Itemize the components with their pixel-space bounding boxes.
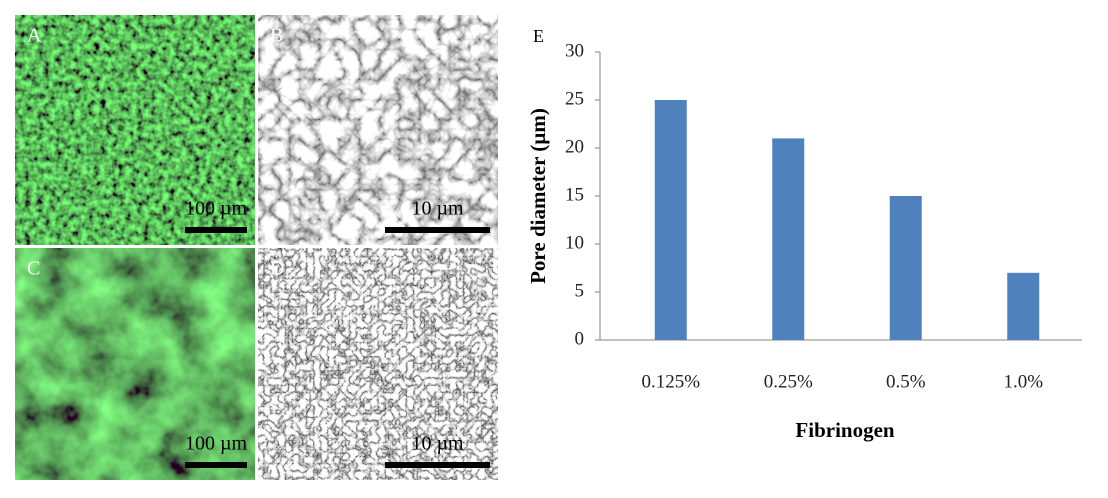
panel-label: A [27, 25, 42, 47]
bar [1007, 272, 1040, 340]
scale-bar-label: 10 µm [411, 433, 464, 455]
bar-chart: E Fibrinogen Pore diameter (µm) 0 5 10 15 20… [526, 26, 1082, 442]
scale-bar-label: 100 µm [185, 433, 248, 455]
scale-bar-label: 10 µm [411, 198, 464, 220]
panel-label: E [533, 26, 544, 46]
x-tick-label: 0.5% [886, 371, 926, 392]
micrograph [15, 248, 255, 480]
panel-label: C [27, 258, 40, 280]
micrograph-grid: A 100 µm B 10 µm C 100 µm D 10 µm [15, 15, 498, 480]
x-tick-label: 0.125% [641, 371, 700, 392]
x-tick-label: 0.25% [764, 371, 813, 392]
scale-bar-label: 100 µm [185, 198, 248, 220]
y-axis-title: Pore diameter (µm) [526, 108, 550, 284]
bar [654, 100, 687, 340]
panel-label: B [270, 25, 283, 47]
y-tick-label: 15 [565, 184, 584, 205]
y-tick-label: 10 [565, 232, 584, 253]
y-tick-label: 30 [565, 40, 584, 61]
x-tick-label: 1.0% [1003, 371, 1043, 392]
y-tick-label: 0 [575, 328, 585, 349]
micrograph [15, 15, 255, 245]
micrograph [258, 15, 498, 245]
y-tick-label: 25 [565, 88, 584, 109]
micrograph [258, 248, 498, 480]
y-tick-label: 5 [575, 280, 585, 301]
bar [889, 196, 922, 340]
x-axis-title: Fibrinogen [795, 418, 894, 442]
bar [772, 138, 805, 340]
panel-label: D [270, 258, 284, 280]
y-tick-label: 20 [565, 136, 584, 157]
